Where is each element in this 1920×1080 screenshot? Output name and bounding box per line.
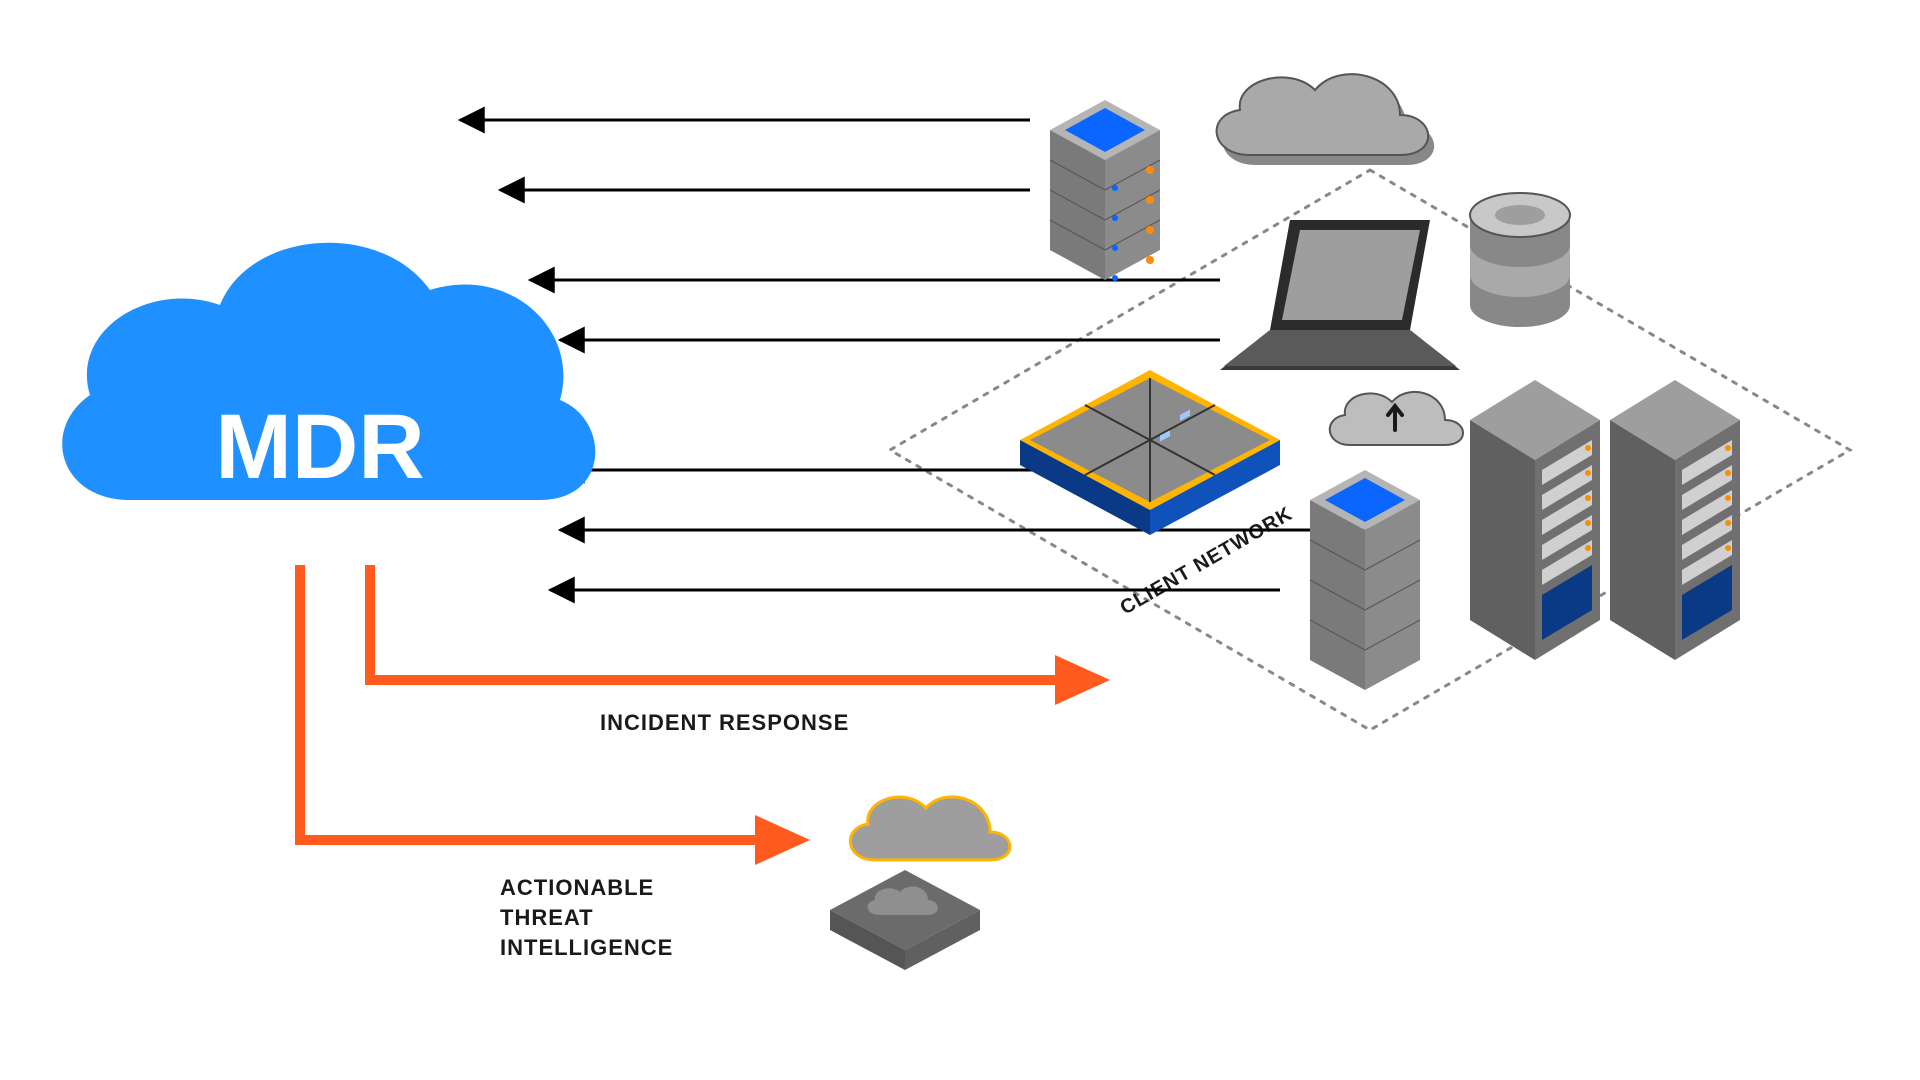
database-stack-icon (1470, 193, 1570, 327)
server-tall-icon (1310, 470, 1420, 690)
network-switch-icon (1020, 370, 1280, 535)
laptop-icon (1220, 220, 1460, 370)
cloud-upload-icon (1330, 392, 1463, 445)
mdr-cloud-icon: MDR (62, 243, 595, 500)
server-small-icon (1050, 100, 1160, 281)
cloud-top-icon (1217, 74, 1435, 165)
svg-text:INTELLIGENCE: INTELLIGENCE (500, 935, 673, 960)
threat-intel-cloud-icon (830, 797, 1010, 970)
server-rack-pair-icon (1470, 380, 1740, 660)
svg-text:ACTIONABLE: ACTIONABLE (500, 875, 654, 900)
svg-text:THREAT: THREAT (500, 905, 594, 930)
incident-response-label: INCIDENT RESPONSE (600, 710, 849, 735)
mdr-cloud-label: MDR (215, 396, 425, 498)
diagram-canvas: CLIENT NETWORK MDR INCIDENT RESPONSE ACT… (0, 0, 1920, 1080)
actionable-threat-intel-label: ACTIONABLE THREAT INTELLIGENCE (500, 875, 673, 960)
